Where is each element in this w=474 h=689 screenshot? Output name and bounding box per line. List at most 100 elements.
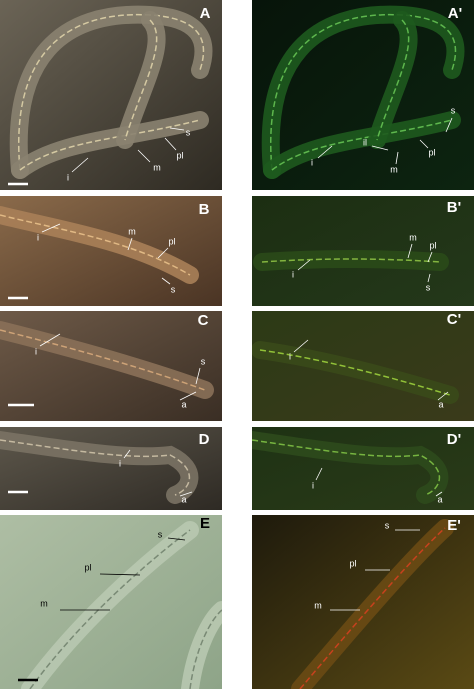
- annotation: a: [181, 399, 186, 409]
- annotation: pl: [84, 562, 91, 572]
- annotation: a: [181, 494, 186, 504]
- annotation: m: [409, 232, 417, 242]
- annotation: s: [201, 356, 206, 366]
- panel: E' s pl m: [252, 515, 474, 689]
- annotation: s: [451, 105, 456, 115]
- panel: Ci s a: [0, 311, 222, 421]
- worm-edge: [29, 529, 191, 689]
- annotation: pl: [429, 240, 436, 250]
- worm-edge: [0, 329, 206, 391]
- leader-line: [395, 151, 399, 165]
- leader-line: [427, 273, 431, 283]
- annotation: a: [437, 494, 442, 504]
- annotation: il: [363, 137, 367, 147]
- specimen: [291, 519, 454, 689]
- specimen: [9, 5, 213, 179]
- annotation: i: [312, 480, 314, 490]
- specimen: [253, 250, 449, 271]
- worm-body: [263, 111, 461, 179]
- annotation: i: [35, 346, 37, 356]
- panel-label: A': [448, 5, 462, 22]
- panel-label: E: [200, 515, 210, 532]
- worm-edge: [0, 214, 191, 276]
- leader-line: [137, 149, 151, 163]
- worm-edge: [124, 19, 158, 141]
- panel-label: B': [447, 199, 461, 216]
- leader-line: [297, 259, 311, 271]
- specimen: [21, 521, 222, 689]
- annotation: pl: [176, 150, 183, 160]
- panel: Es pl m: [0, 515, 222, 689]
- annotation: s: [426, 282, 431, 292]
- leader-line: [315, 467, 323, 481]
- leader-line: [41, 223, 61, 233]
- panel: B' i m pl s: [252, 196, 474, 306]
- leader-line: [445, 117, 453, 133]
- leader-line: [39, 333, 61, 347]
- leader-line: [419, 139, 429, 149]
- leader-line: [99, 573, 141, 576]
- leader-line: [195, 367, 201, 385]
- leader-line: [407, 243, 413, 259]
- leader-line: [161, 277, 171, 285]
- annotation: m: [390, 164, 398, 174]
- annotation: s: [385, 520, 390, 530]
- worm-edge: [270, 13, 457, 171]
- leader-line: [71, 157, 89, 173]
- panel-label: E': [447, 517, 461, 534]
- leader-line: [179, 391, 197, 401]
- leader-line: [169, 127, 185, 131]
- leader-line: [371, 145, 389, 151]
- worm-edge: [376, 19, 410, 141]
- annotation: m: [40, 598, 48, 608]
- panel: C' i a: [252, 311, 474, 421]
- annotation: i: [119, 458, 121, 468]
- leader-line: [317, 145, 333, 159]
- annotation: m: [314, 600, 322, 610]
- specimen: [252, 341, 459, 404]
- leader-line: [164, 137, 177, 151]
- leader-line: [127, 237, 133, 251]
- leader-line: [123, 449, 131, 459]
- leader-line: [435, 491, 443, 497]
- panel: Ai m pl s: [0, 0, 222, 190]
- specimen: [0, 431, 199, 504]
- panel-label: D: [199, 431, 210, 448]
- annotation: i: [292, 269, 294, 279]
- annotation: s: [171, 284, 176, 294]
- worm-edge: [261, 258, 441, 263]
- worm-body: [253, 250, 449, 271]
- panel-label: C: [198, 312, 209, 329]
- worm-edge: [189, 609, 222, 689]
- annotation: pl: [168, 236, 175, 246]
- leader-line: [167, 537, 186, 541]
- specimen: [252, 431, 449, 504]
- annotation: a: [438, 399, 443, 409]
- annotation: i: [311, 157, 313, 167]
- worm-edge: [0, 439, 191, 496]
- leader-line: [437, 391, 449, 401]
- panel: Di a: [0, 427, 222, 510]
- panel-label: C': [447, 311, 461, 328]
- panel-label: B: [199, 201, 210, 218]
- annotation: m: [153, 162, 161, 172]
- panel-label: A: [200, 5, 211, 22]
- leader-line: [293, 339, 309, 353]
- annotation: s: [158, 529, 163, 539]
- leader-line: [179, 491, 193, 497]
- worm-edge: [252, 439, 441, 496]
- panel: A' i il m pl s: [252, 0, 474, 190]
- annotation: pl: [349, 558, 356, 568]
- worm-body: [11, 111, 209, 179]
- worm-edge: [259, 349, 451, 396]
- leader-line: [157, 247, 169, 259]
- panel-label: D': [447, 431, 461, 448]
- leader-line: [427, 251, 433, 263]
- panel: D' i a: [252, 427, 474, 510]
- specimen: [0, 321, 214, 399]
- annotation: i: [67, 172, 69, 182]
- annotation: pl: [428, 147, 435, 157]
- worm-edge: [299, 527, 446, 689]
